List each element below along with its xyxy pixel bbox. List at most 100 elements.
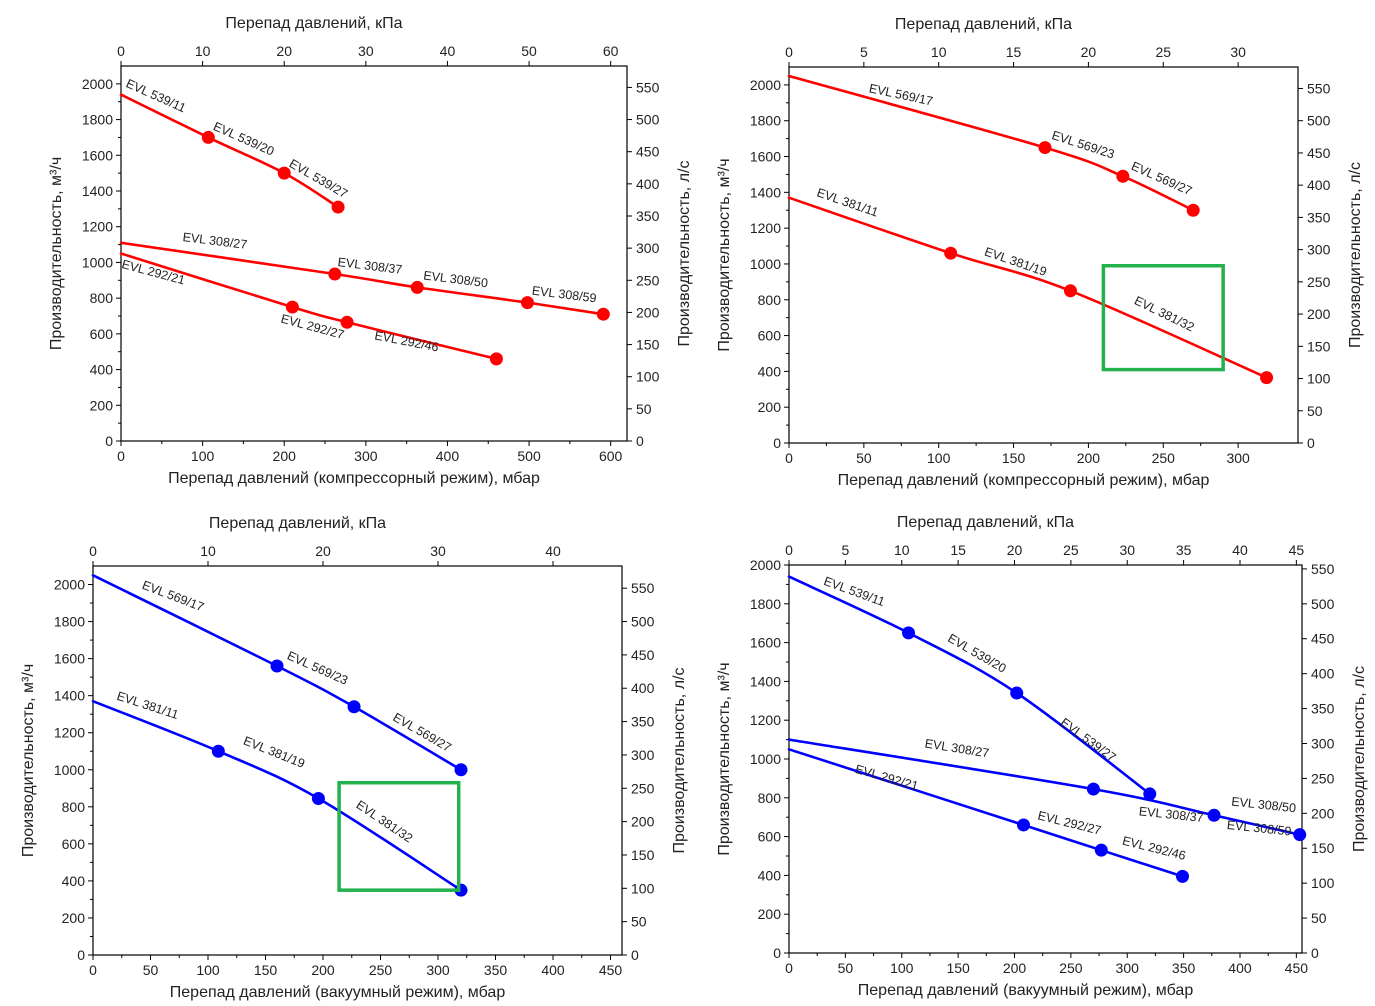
x-tick-label: 350 bbox=[484, 962, 508, 978]
x2-tick-label: 0 bbox=[785, 44, 793, 60]
curve-label: EVL 308/50 bbox=[423, 268, 489, 290]
data-point bbox=[270, 659, 284, 673]
y-axis-title: Производительность, м³/ч bbox=[48, 157, 65, 350]
x-tick-label: 200 bbox=[273, 448, 297, 464]
x2-tick-label: 45 bbox=[1289, 542, 1305, 558]
x2-tick-label: 0 bbox=[785, 542, 793, 558]
x2-tick-label: 20 bbox=[1081, 44, 1097, 60]
y-tick-label: 1800 bbox=[82, 112, 113, 128]
x-tick-label: 200 bbox=[1003, 960, 1027, 976]
data-point bbox=[1260, 371, 1274, 385]
curve-label: EVL 381/32 bbox=[1132, 293, 1196, 334]
series-line-evl-308 bbox=[787, 738, 1301, 836]
y-tick-label: 1600 bbox=[750, 635, 781, 651]
data-point bbox=[311, 791, 325, 805]
y2-tick-label: 100 bbox=[636, 369, 660, 385]
y-tick-label: 1800 bbox=[750, 113, 781, 129]
data-point bbox=[285, 300, 299, 314]
y2-tick-label: 400 bbox=[1307, 177, 1331, 193]
curve-label: EVL 569/23 bbox=[1050, 128, 1116, 161]
x-tick-label: 0 bbox=[785, 450, 793, 466]
data-point bbox=[489, 352, 503, 366]
series-line-evl-569 bbox=[91, 574, 463, 772]
curve-label: EVL 381/19 bbox=[983, 245, 1049, 279]
x-tick-label: 350 bbox=[1172, 960, 1196, 976]
curve-label: EVL 569/17 bbox=[140, 578, 206, 614]
curve-label: EVL 381/11 bbox=[815, 186, 880, 220]
x-axis-title: Перепад давлений (вакуумный режим), мбар bbox=[170, 984, 506, 1001]
curve-label: EVL 539/11 bbox=[124, 76, 188, 115]
plot-frame bbox=[788, 564, 1303, 954]
series-line-evl-569 bbox=[787, 74, 1195, 212]
y-tick-label: 200 bbox=[758, 399, 782, 415]
y2-tick-label: 450 bbox=[1307, 145, 1331, 161]
y2-tick-label: 500 bbox=[1311, 596, 1335, 612]
y-tick-label: 600 bbox=[90, 326, 114, 342]
y2-tick-label: 300 bbox=[631, 747, 655, 763]
y-tick-label: 200 bbox=[90, 397, 114, 413]
y-tick-label: 1200 bbox=[750, 220, 781, 236]
x-tick-label: 100 bbox=[196, 962, 220, 978]
y-tick-label: 800 bbox=[758, 790, 782, 806]
y2-tick-label: 350 bbox=[1311, 701, 1335, 717]
y2-tick-label: 500 bbox=[631, 614, 655, 630]
x2-tick-label: 10 bbox=[931, 44, 947, 60]
x-tick-label: 300 bbox=[426, 962, 450, 978]
y2-tick-label: 150 bbox=[1307, 338, 1331, 354]
y-tick-label: 1400 bbox=[750, 673, 781, 689]
y-tick-label: 1200 bbox=[54, 725, 85, 741]
y-tick-label: 0 bbox=[773, 945, 781, 961]
y2-tick-label: 200 bbox=[631, 814, 655, 830]
y2-tick-label: 550 bbox=[1307, 80, 1331, 96]
data-point bbox=[944, 246, 958, 260]
x-tick-label: 150 bbox=[254, 962, 278, 978]
y2-axis-title: Производительность, л/с bbox=[676, 161, 693, 347]
y2-tick-label: 550 bbox=[631, 580, 655, 596]
data-point bbox=[277, 166, 291, 180]
highlight-box bbox=[337, 780, 461, 892]
x2-tick-label: 5 bbox=[841, 542, 849, 558]
x-tick-label: 50 bbox=[143, 962, 159, 978]
x2-tick-label: 25 bbox=[1155, 44, 1171, 60]
x-tick-label: 500 bbox=[517, 448, 541, 464]
y2-tick-label: 200 bbox=[1307, 306, 1331, 322]
x2-tick-label: 30 bbox=[1119, 542, 1135, 558]
x2-tick-label: 25 bbox=[1063, 542, 1079, 558]
y2-tick-label: 50 bbox=[636, 401, 652, 417]
y2-tick-label: 50 bbox=[1307, 403, 1323, 419]
x2-tick-label: 40 bbox=[1232, 542, 1248, 558]
x-tick-label: 0 bbox=[117, 448, 125, 464]
curve-label: EVL 569/23 bbox=[285, 649, 350, 688]
y-tick-label: 1000 bbox=[750, 256, 781, 272]
x-tick-label: 100 bbox=[890, 960, 914, 976]
curve-label: EVL 292/21 bbox=[120, 257, 186, 287]
data-point bbox=[1143, 787, 1157, 801]
y2-tick-label: 150 bbox=[636, 337, 660, 353]
y-tick-label: 800 bbox=[90, 290, 114, 306]
y2-tick-label: 100 bbox=[1307, 371, 1331, 387]
series-line-evl-539 bbox=[787, 575, 1152, 796]
curve-label: EVL 381/11 bbox=[115, 689, 180, 722]
x2-tick-label: 60 bbox=[603, 43, 619, 59]
data-point bbox=[1017, 818, 1031, 832]
x-tick-label: 150 bbox=[946, 960, 970, 976]
x-tick-label: 150 bbox=[1002, 450, 1026, 466]
y-tick-label: 1000 bbox=[82, 254, 113, 270]
y2-tick-label: 50 bbox=[1311, 910, 1327, 926]
x-tick-label: 50 bbox=[838, 960, 854, 976]
y-axis-title: Производительность, м³/ч bbox=[716, 158, 733, 351]
y-tick-label: 800 bbox=[62, 799, 86, 815]
x-tick-label: 100 bbox=[191, 448, 215, 464]
curve-label: EVL 569/27 bbox=[1129, 159, 1194, 198]
y2-tick-label: 400 bbox=[636, 176, 660, 192]
x-tick-label: 0 bbox=[89, 962, 97, 978]
series-line-evl-292 bbox=[119, 252, 498, 361]
x2-axis-title: Перепад давлений, кПа bbox=[209, 515, 386, 532]
y-tick-label: 1400 bbox=[750, 184, 781, 200]
y2-axis-title: Производительность, л/с bbox=[671, 668, 688, 854]
y2-tick-label: 450 bbox=[1311, 631, 1335, 647]
x2-tick-label: 40 bbox=[440, 43, 456, 59]
